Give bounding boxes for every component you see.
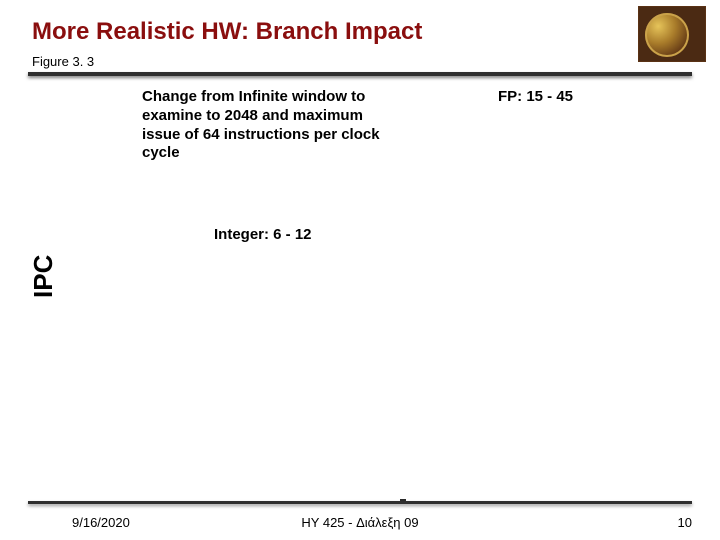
figure-label: Figure 3. 3 [32, 54, 94, 69]
seal-icon [645, 13, 689, 57]
footer-midmark [400, 499, 406, 501]
integer-range-label: Integer: 6 - 12 [214, 226, 312, 243]
slide-title: More Realistic HW: Branch Impact [32, 18, 422, 46]
footer-center: HY 425 - Διάλεξη 09 [0, 515, 720, 530]
university-logo [638, 6, 706, 62]
y-axis-label: IPC [28, 255, 59, 298]
fp-range-label: FP: 15 - 45 [498, 88, 573, 105]
title-underline [28, 72, 692, 76]
slide: More Realistic HW: Branch Impact Figure … [0, 0, 720, 540]
footer-page-number: 10 [678, 515, 692, 530]
change-description: Change from Infinite window to examine t… [142, 88, 402, 163]
footer-underline [28, 501, 692, 504]
